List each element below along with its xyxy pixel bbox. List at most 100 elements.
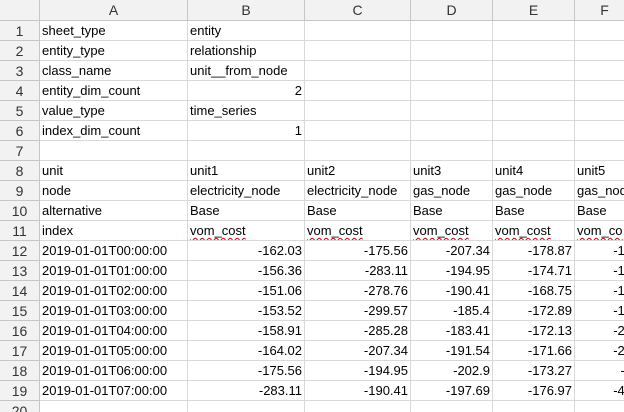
cell-a20[interactable] — [40, 401, 188, 412]
cell-c9[interactable]: electricity_node — [305, 181, 411, 201]
cell-b15[interactable]: -153.52 — [188, 301, 305, 321]
column-header-f[interactable]: F — [575, 0, 624, 21]
cell-a18[interactable]: 2019-01-01T06:00:00 — [40, 361, 188, 381]
cell-f16[interactable]: -22 — [575, 321, 624, 341]
cell-a9[interactable]: node — [40, 181, 188, 201]
cell-c5[interactable] — [305, 101, 411, 121]
cell-e6[interactable] — [493, 121, 575, 141]
cell-d10[interactable]: Base — [411, 201, 493, 221]
cell-b16[interactable]: -158.91 — [188, 321, 305, 341]
cell-f2[interactable] — [575, 41, 624, 61]
row-header-15[interactable]: 15 — [0, 301, 40, 321]
cell-f11[interactable]: vom_co — [575, 221, 624, 241]
cell-d12[interactable]: -207.34 — [411, 241, 493, 261]
cell-d7[interactable] — [411, 141, 493, 161]
cell-f13[interactable]: -17 — [575, 261, 624, 281]
column-header-b[interactable]: B — [188, 0, 305, 21]
cell-c11[interactable]: vom_cost — [305, 221, 411, 241]
row-header-3[interactable]: 3 — [0, 61, 40, 81]
cell-e11[interactable]: vom_cost — [493, 221, 575, 241]
cell-b2[interactable]: relationship — [188, 41, 305, 61]
cell-f19[interactable]: -40 — [575, 381, 624, 401]
cell-f18[interactable]: -3 — [575, 361, 624, 381]
cell-b9[interactable]: electricity_node — [188, 181, 305, 201]
cell-b7[interactable] — [188, 141, 305, 161]
cell-b12[interactable]: -162.03 — [188, 241, 305, 261]
cell-f3[interactable] — [575, 61, 624, 81]
cell-c4[interactable] — [305, 81, 411, 101]
cell-d3[interactable] — [411, 61, 493, 81]
cell-e19[interactable]: -176.97 — [493, 381, 575, 401]
cell-b14[interactable]: -151.06 — [188, 281, 305, 301]
cell-d9[interactable]: gas_node — [411, 181, 493, 201]
cell-f12[interactable]: -17 — [575, 241, 624, 261]
cell-e15[interactable]: -172.89 — [493, 301, 575, 321]
row-header-7[interactable]: 7 — [0, 141, 40, 161]
cell-b18[interactable]: -175.56 — [188, 361, 305, 381]
cell-d4[interactable] — [411, 81, 493, 101]
cell-f6[interactable] — [575, 121, 624, 141]
cell-f10[interactable]: Base — [575, 201, 624, 221]
row-header-16[interactable]: 16 — [0, 321, 40, 341]
cell-d18[interactable]: -202.9 — [411, 361, 493, 381]
cell-e16[interactable]: -172.13 — [493, 321, 575, 341]
cell-c17[interactable]: -207.34 — [305, 341, 411, 361]
cell-b4[interactable]: 2 — [188, 81, 305, 101]
cell-f9[interactable]: gas_nod — [575, 181, 624, 201]
row-header-1[interactable]: 1 — [0, 21, 40, 41]
cell-c8[interactable]: unit2 — [305, 161, 411, 181]
cell-e7[interactable] — [493, 141, 575, 161]
row-header-9[interactable]: 9 — [0, 181, 40, 201]
cell-e5[interactable] — [493, 101, 575, 121]
row-header-6[interactable]: 6 — [0, 121, 40, 141]
row-header-13[interactable]: 13 — [0, 261, 40, 281]
cell-c12[interactable]: -175.56 — [305, 241, 411, 261]
row-header-2[interactable]: 2 — [0, 41, 40, 61]
cell-a1[interactable]: sheet_type — [40, 21, 188, 41]
cell-c3[interactable] — [305, 61, 411, 81]
cell-d13[interactable]: -194.95 — [411, 261, 493, 281]
cell-d16[interactable]: -183.41 — [411, 321, 493, 341]
row-header-17[interactable]: 17 — [0, 341, 40, 361]
cell-e1[interactable] — [493, 21, 575, 41]
cell-b19[interactable]: -283.11 — [188, 381, 305, 401]
cell-d5[interactable] — [411, 101, 493, 121]
cell-e8[interactable]: unit4 — [493, 161, 575, 181]
cell-d17[interactable]: -191.54 — [411, 341, 493, 361]
cell-d15[interactable]: -185.4 — [411, 301, 493, 321]
cell-d14[interactable]: -190.41 — [411, 281, 493, 301]
cell-a3[interactable]: class_name — [40, 61, 188, 81]
row-header-4[interactable]: 4 — [0, 81, 40, 101]
cell-f17[interactable]: -27 — [575, 341, 624, 361]
cell-e13[interactable]: -174.71 — [493, 261, 575, 281]
row-header-8[interactable]: 8 — [0, 161, 40, 181]
cell-e3[interactable] — [493, 61, 575, 81]
cell-e20[interactable] — [493, 401, 575, 412]
cell-e9[interactable]: gas_node — [493, 181, 575, 201]
cell-e12[interactable]: -178.87 — [493, 241, 575, 261]
cell-b3[interactable]: unit__from_node — [188, 61, 305, 81]
row-header-19[interactable]: 19 — [0, 381, 40, 401]
cell-a11[interactable]: index — [40, 221, 188, 241]
cell-b1[interactable]: entity — [188, 21, 305, 41]
cell-a17[interactable]: 2019-01-01T05:00:00 — [40, 341, 188, 361]
cell-e2[interactable] — [493, 41, 575, 61]
cell-c14[interactable]: -278.76 — [305, 281, 411, 301]
cell-b5[interactable]: time_series — [188, 101, 305, 121]
column-header-c[interactable]: C — [305, 0, 411, 21]
cell-a8[interactable]: unit — [40, 161, 188, 181]
cell-f4[interactable] — [575, 81, 624, 101]
row-header-12[interactable]: 12 — [0, 241, 40, 261]
cell-a10[interactable]: alternative — [40, 201, 188, 221]
cell-d11[interactable]: vom_cost — [411, 221, 493, 241]
cell-c20[interactable] — [305, 401, 411, 412]
cell-c6[interactable] — [305, 121, 411, 141]
cell-a12[interactable]: 2019-01-01T00:00:00 — [40, 241, 188, 261]
cell-d2[interactable] — [411, 41, 493, 61]
cell-f14[interactable]: -17 — [575, 281, 624, 301]
cell-c10[interactable]: Base — [305, 201, 411, 221]
cell-a14[interactable]: 2019-01-01T02:00:00 — [40, 281, 188, 301]
row-header-18[interactable]: 18 — [0, 361, 40, 381]
cell-f20[interactable] — [575, 401, 624, 412]
